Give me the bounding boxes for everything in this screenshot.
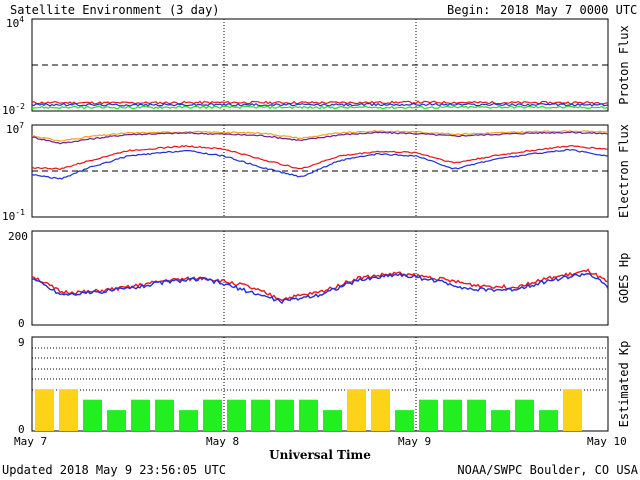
electron-series xyxy=(31,129,609,180)
hp-series-red-line xyxy=(31,268,609,302)
proton-panel xyxy=(31,18,609,112)
electron-series-orange-line xyxy=(31,129,609,142)
proton-ytick-top: 104 xyxy=(6,15,24,30)
kp-bar xyxy=(419,399,438,431)
proton-series-red-line xyxy=(31,100,608,105)
kp-bar xyxy=(299,399,318,431)
kp-bar xyxy=(443,399,462,431)
kp-bar xyxy=(275,399,294,431)
kp-bar xyxy=(251,399,270,431)
hp-panel xyxy=(31,230,609,326)
x-axis-label: Universal Time xyxy=(269,448,371,462)
kp-bar xyxy=(179,410,198,431)
begin-value: 2018 May 7 0000 UTC xyxy=(500,3,637,17)
proton-ytick-bottom: 10-2 xyxy=(2,102,25,117)
xtick-may10: May 10 xyxy=(587,435,627,448)
kp-bar xyxy=(35,389,54,431)
electron-series-purple-line xyxy=(31,131,609,145)
kp-ylabel: Estimated Kp xyxy=(617,341,631,428)
electron-ytick-bottom: 10-1 xyxy=(2,208,25,223)
kp-ytick-bottom: 0 xyxy=(18,423,25,436)
hp-ylabel: GOES Hp xyxy=(617,253,631,304)
hp-series xyxy=(31,268,609,305)
xtick-may7: May 7 xyxy=(14,435,47,448)
kp-panel xyxy=(31,336,609,432)
kp-bar xyxy=(83,399,102,431)
source-credit: NOAA/SWPC Boulder, CO USA xyxy=(457,463,638,477)
kp-bar xyxy=(563,389,582,431)
kp-bar xyxy=(539,410,558,431)
xtick-may8: May 8 xyxy=(206,435,239,448)
kp-bar xyxy=(155,399,174,431)
kp-bar xyxy=(107,410,126,431)
hp-series-blue-line xyxy=(31,272,609,305)
kp-gridlines xyxy=(32,347,608,391)
kp-bar xyxy=(347,389,366,431)
hp-ytick-bottom: 0 xyxy=(18,317,25,330)
electron-series-blue-line xyxy=(31,148,609,180)
kp-ytick-top: 9 xyxy=(18,336,25,349)
proton-series-blue-line xyxy=(31,102,609,107)
electron-panel xyxy=(31,124,609,218)
proton-ylabel: Proton Flux xyxy=(617,25,631,104)
hp-ytick-top: 200 xyxy=(8,230,28,243)
electron-ytick-top: 107 xyxy=(6,121,24,136)
kp-bar xyxy=(323,410,342,431)
electron-series-red-line xyxy=(31,144,609,171)
kp-bars xyxy=(35,389,582,431)
proton-series-green-line xyxy=(31,105,609,110)
begin-label: Begin: xyxy=(447,3,490,17)
kp-bar xyxy=(227,399,246,431)
xtick-may9: May 9 xyxy=(398,435,431,448)
kp-bar xyxy=(467,399,486,431)
kp-bar xyxy=(203,399,222,431)
updated-timestamp: Updated 2018 May 9 23:56:05 UTC xyxy=(2,463,226,477)
chart-title: Satellite Environment (3 day) xyxy=(10,3,220,17)
kp-bar xyxy=(59,389,78,431)
electron-ylabel: Electron Flux xyxy=(617,124,631,218)
kp-bar xyxy=(131,399,150,431)
proton-series xyxy=(31,100,609,110)
kp-bar xyxy=(371,389,390,431)
kp-bar xyxy=(395,410,414,431)
kp-bar xyxy=(491,410,510,431)
kp-bar xyxy=(515,399,534,431)
